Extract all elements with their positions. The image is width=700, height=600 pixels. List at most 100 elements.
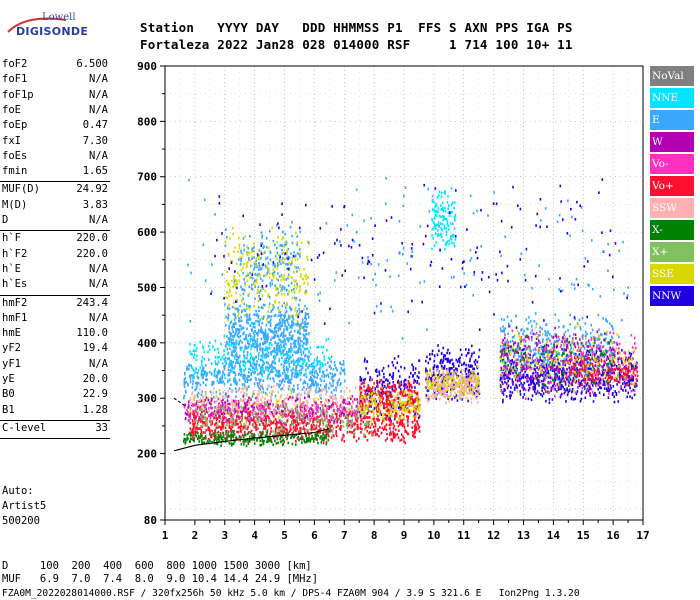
echo-point — [264, 403, 266, 407]
echo-point — [473, 392, 476, 395]
echo-point — [284, 257, 286, 261]
echo-point — [318, 345, 320, 349]
echo-point — [230, 294, 233, 297]
echo-point — [329, 429, 331, 433]
echo-point — [207, 397, 209, 400]
echo-point — [304, 329, 307, 332]
echo-point — [296, 375, 299, 378]
echo-point — [204, 417, 206, 421]
echo-point — [235, 423, 238, 426]
echo-point — [236, 300, 238, 303]
echo-point — [406, 407, 408, 410]
echo-point — [295, 345, 297, 349]
echo-point — [339, 427, 341, 430]
echo-point — [237, 343, 240, 346]
echo-point — [245, 265, 248, 269]
echo-point — [223, 373, 226, 376]
echo-point — [417, 402, 419, 405]
echo-point — [223, 412, 226, 416]
echo-point — [275, 412, 277, 415]
echo-point — [323, 436, 326, 440]
echo-point — [190, 432, 192, 436]
echo-point — [313, 371, 316, 375]
echo-point — [315, 364, 318, 367]
echo-point — [403, 389, 405, 392]
echo-point — [239, 429, 242, 432]
echo-point — [377, 429, 379, 433]
echo-point — [255, 345, 257, 349]
echo-point — [360, 397, 362, 400]
echo-point — [300, 403, 303, 406]
echo-point — [307, 357, 310, 361]
echo-point — [265, 411, 267, 415]
echo-point — [187, 419, 190, 422]
echo-point — [308, 349, 310, 353]
echo-point — [429, 357, 432, 361]
echo-point — [201, 425, 203, 429]
echo-point — [205, 441, 208, 445]
echo-point — [392, 384, 394, 388]
echo-point — [247, 247, 249, 250]
echo-point — [460, 353, 463, 357]
echo-point — [232, 409, 235, 413]
echo-point — [303, 358, 306, 362]
echo-point — [243, 248, 245, 252]
echo-point — [285, 423, 287, 427]
echo-point — [272, 263, 275, 267]
echo-point — [205, 398, 208, 402]
echo-point — [425, 367, 427, 371]
echo-point — [228, 407, 231, 410]
echo-point — [196, 437, 199, 441]
echo-point — [284, 409, 287, 413]
echo-point — [375, 417, 378, 421]
echo-point — [244, 397, 247, 401]
echo-point — [394, 411, 397, 415]
echo-point — [255, 281, 258, 284]
echo-point — [407, 379, 410, 383]
echo-point — [401, 413, 403, 417]
echo-point — [185, 380, 188, 384]
echo-point — [218, 438, 220, 442]
echo-point — [257, 397, 259, 401]
echo-point — [319, 437, 321, 440]
echo-point — [220, 400, 223, 403]
echo-point — [392, 373, 394, 377]
echo-point — [392, 372, 395, 375]
echo-point — [315, 388, 317, 391]
echo-point — [254, 415, 257, 419]
echo-point — [229, 321, 232, 325]
echo-point — [346, 407, 348, 410]
echo-point — [349, 402, 351, 406]
echo-point — [253, 407, 255, 411]
echo-point — [273, 330, 276, 333]
echo-point — [188, 364, 191, 367]
echo-point — [363, 410, 366, 413]
echo-point — [240, 390, 243, 394]
echo-point — [320, 441, 323, 444]
echo-point — [265, 418, 268, 422]
echo-point — [251, 247, 253, 251]
echo-point — [435, 397, 438, 401]
echo-point — [335, 397, 338, 401]
echo-point — [331, 434, 334, 438]
echo-point — [225, 279, 228, 283]
echo-point — [377, 402, 380, 406]
echo-point — [390, 409, 393, 412]
echo-point — [317, 397, 320, 401]
echo-point — [374, 387, 376, 390]
echo-point — [220, 408, 222, 411]
echo-point — [300, 322, 303, 326]
echo-point — [277, 432, 279, 435]
echo-point — [257, 408, 260, 412]
echo-point — [413, 431, 416, 435]
echo-point — [273, 348, 276, 352]
echo-point — [256, 278, 258, 281]
echo-point — [239, 410, 242, 414]
echo-point — [211, 420, 213, 423]
echo-point — [204, 398, 207, 402]
param-row: foE N/A — [2, 104, 108, 117]
echo-point — [394, 384, 396, 387]
echo-point — [233, 380, 235, 384]
echo-point — [397, 355, 400, 358]
echo-point — [287, 275, 290, 279]
